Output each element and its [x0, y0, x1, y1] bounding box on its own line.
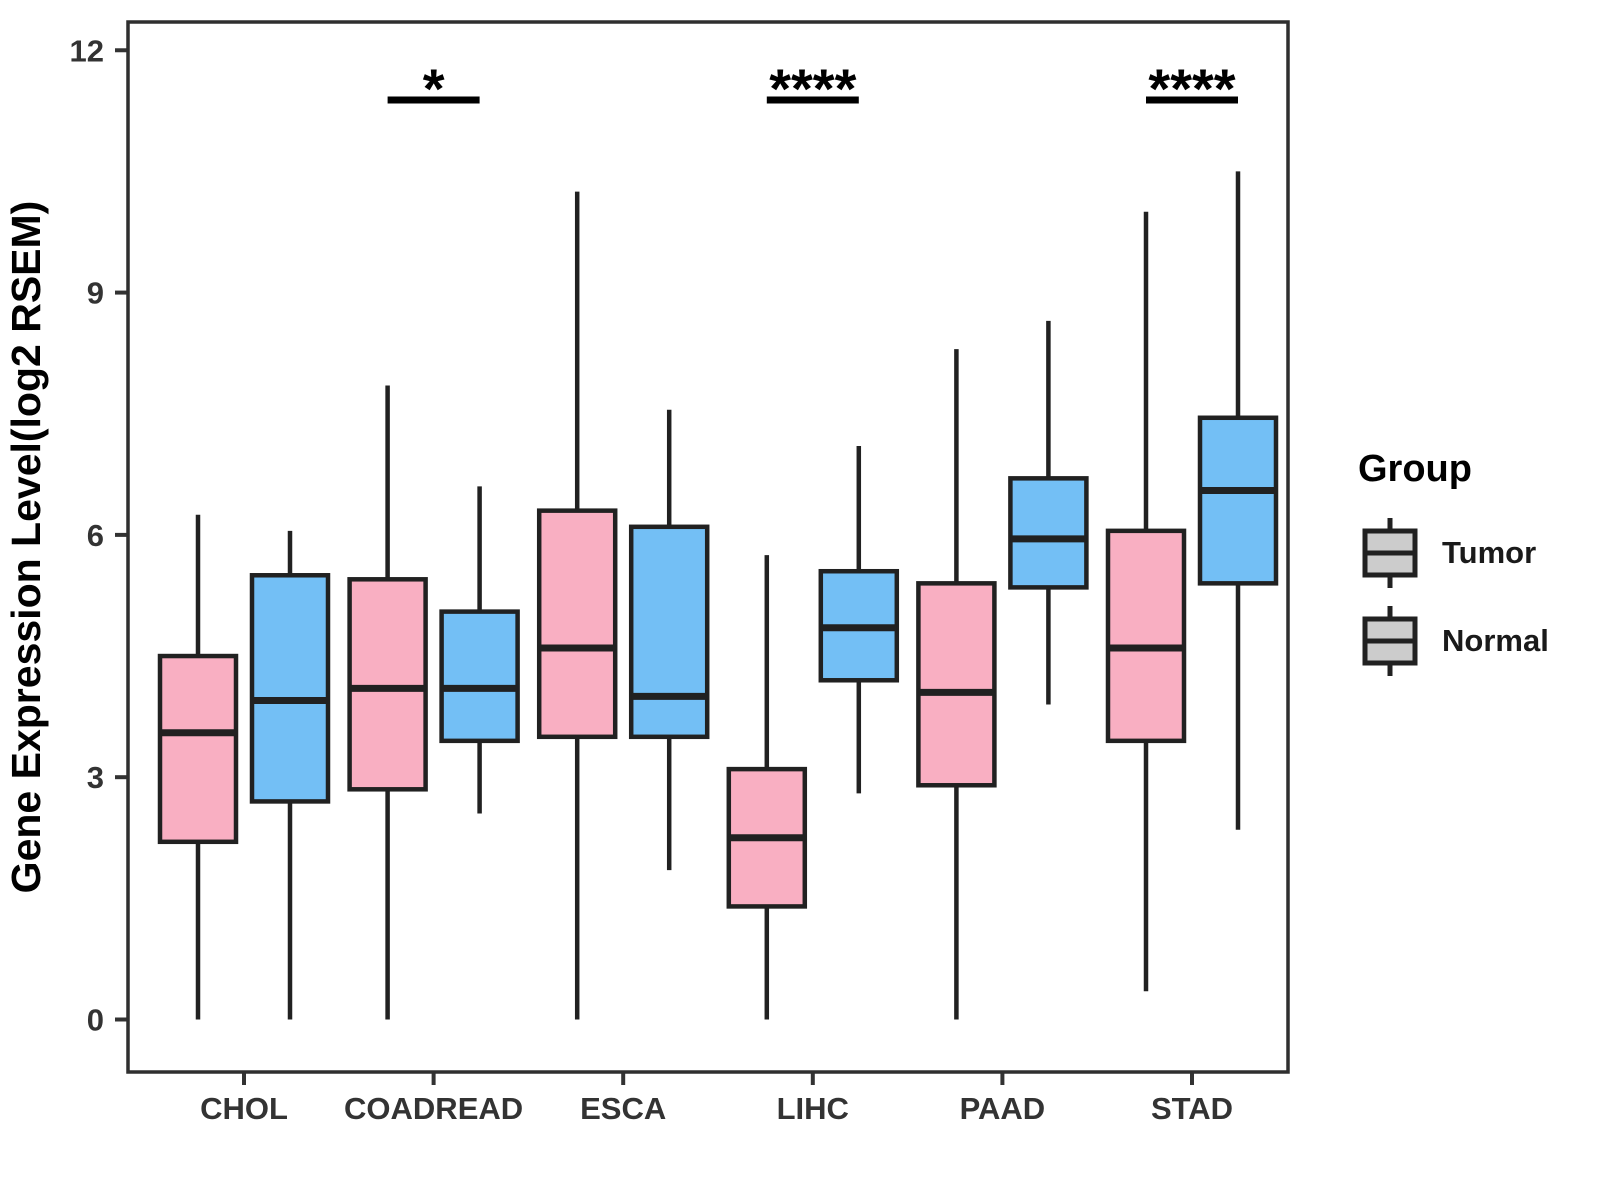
box-Tumor-ESCA — [536, 508, 618, 740]
sig-label-STAD: **** — [1148, 57, 1235, 120]
box-Tumor-CHOL — [157, 653, 239, 845]
box-Normal-CHOL — [249, 573, 331, 804]
legend-item-normal: Normal — [1358, 603, 1549, 679]
x-tick-label-CHOL: CHOL — [200, 1091, 288, 1126]
box-Tumor-STAD — [1105, 528, 1187, 744]
legend-title: Group — [1358, 448, 1472, 490]
box-Normal-COADREAD — [439, 609, 520, 744]
x-tick-label-LIHC: LIHC — [777, 1091, 849, 1126]
tumor-boxplot-swatch-icon — [1362, 518, 1418, 588]
y-tick-label-0: 0 — [87, 1003, 104, 1038]
box-Normal-ESCA — [628, 524, 710, 740]
panel-border — [126, 20, 1290, 1074]
y-tick-label-12: 12 — [70, 33, 104, 68]
legend-label-tumor: Tumor — [1442, 535, 1537, 570]
legend-label-normal: Normal — [1442, 623, 1549, 658]
legend-item-tumor: Tumor — [1358, 515, 1549, 591]
y-axis-title: Gene Expression Level(log2 RSEM) — [3, 201, 49, 894]
y-tick-label-6: 6 — [87, 518, 104, 553]
y-tick-label-3: 3 — [87, 760, 104, 795]
x-tick-label-PAAD: PAAD — [960, 1091, 1046, 1126]
x-tick-label-COADREAD: COADREAD — [344, 1091, 523, 1126]
sig-label-LIHC: **** — [769, 57, 856, 120]
box-Normal-STAD — [1197, 415, 1279, 586]
x-tick-label-STAD: STAD — [1151, 1091, 1233, 1126]
normal-boxplot-swatch-icon — [1362, 606, 1418, 676]
x-tick-label-ESCA: ESCA — [580, 1091, 666, 1126]
box-Tumor-COADREAD — [347, 577, 428, 792]
box-Tumor-PAAD — [916, 581, 997, 788]
legend: Group Tumor Normal — [1358, 448, 1549, 685]
y-tick-label-9: 9 — [87, 276, 104, 311]
box-Normal-PAAD — [1008, 476, 1089, 590]
sig-label-COADREAD: * — [423, 57, 445, 120]
